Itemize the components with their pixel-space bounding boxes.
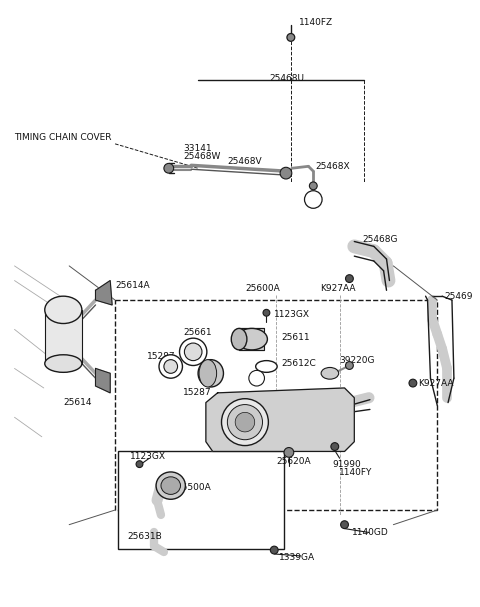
Circle shape — [184, 343, 202, 361]
Circle shape — [409, 379, 417, 387]
Ellipse shape — [198, 359, 224, 387]
Bar — [115, 300, 437, 510]
Text: 25614: 25614 — [63, 398, 92, 407]
Circle shape — [221, 399, 268, 446]
Text: 1140FY: 1140FY — [339, 469, 372, 478]
Circle shape — [164, 163, 174, 173]
Circle shape — [346, 362, 353, 370]
Text: 25468U: 25468U — [269, 74, 304, 83]
Polygon shape — [206, 388, 354, 452]
Text: K927AA: K927AA — [418, 379, 453, 388]
Ellipse shape — [45, 354, 82, 372]
Circle shape — [136, 461, 143, 467]
Circle shape — [270, 546, 278, 554]
Circle shape — [159, 354, 182, 378]
Text: 25612C: 25612C — [281, 359, 316, 368]
Circle shape — [341, 521, 348, 529]
Polygon shape — [96, 280, 112, 305]
Text: 25620A: 25620A — [276, 456, 311, 466]
Ellipse shape — [161, 477, 180, 494]
Text: 1339GA: 1339GA — [279, 554, 315, 562]
Circle shape — [346, 275, 353, 282]
Text: 33141: 33141 — [183, 144, 212, 153]
Circle shape — [287, 33, 295, 41]
Polygon shape — [96, 368, 110, 393]
Text: 25631B: 25631B — [128, 532, 163, 541]
Circle shape — [164, 359, 178, 373]
Text: TIMING CHAIN COVER: TIMING CHAIN COVER — [14, 132, 112, 141]
Text: 91990: 91990 — [333, 459, 361, 469]
Ellipse shape — [156, 472, 185, 500]
Text: 39220G: 39220G — [340, 356, 375, 365]
Text: 25469: 25469 — [444, 292, 473, 300]
Text: K927AA: K927AA — [320, 284, 356, 293]
Text: 1140FZ: 1140FZ — [299, 18, 333, 27]
Circle shape — [284, 447, 294, 457]
Text: 1140GD: 1140GD — [352, 528, 389, 537]
Bar — [239, 328, 264, 350]
Ellipse shape — [321, 367, 339, 379]
Text: 25611: 25611 — [281, 333, 310, 342]
Text: 25661: 25661 — [183, 328, 212, 337]
Text: 25600A: 25600A — [245, 284, 280, 293]
Circle shape — [249, 370, 264, 386]
Bar — [45, 310, 82, 364]
Text: 15287: 15287 — [147, 352, 176, 361]
Ellipse shape — [199, 359, 216, 387]
Text: 25500A: 25500A — [177, 483, 211, 492]
Text: 25614A: 25614A — [115, 281, 150, 290]
Text: A: A — [254, 374, 260, 382]
Text: 1123GX: 1123GX — [274, 310, 310, 319]
Text: 25468V: 25468V — [228, 157, 262, 166]
Bar — [118, 452, 284, 549]
Text: 25468W: 25468W — [183, 152, 221, 161]
Circle shape — [331, 443, 339, 450]
Ellipse shape — [256, 361, 277, 372]
Circle shape — [263, 310, 270, 316]
Text: 25468G: 25468G — [362, 235, 397, 244]
Text: A: A — [311, 195, 316, 204]
Circle shape — [280, 168, 292, 179]
Circle shape — [310, 182, 317, 190]
Text: 25468X: 25468X — [315, 162, 350, 171]
Ellipse shape — [236, 328, 267, 350]
Text: 1123GX: 1123GX — [130, 452, 166, 461]
Circle shape — [304, 191, 322, 208]
Circle shape — [180, 338, 207, 365]
Text: 15287: 15287 — [183, 388, 212, 398]
Ellipse shape — [45, 296, 82, 324]
Circle shape — [228, 404, 263, 439]
Ellipse shape — [231, 328, 247, 350]
Circle shape — [235, 412, 255, 432]
